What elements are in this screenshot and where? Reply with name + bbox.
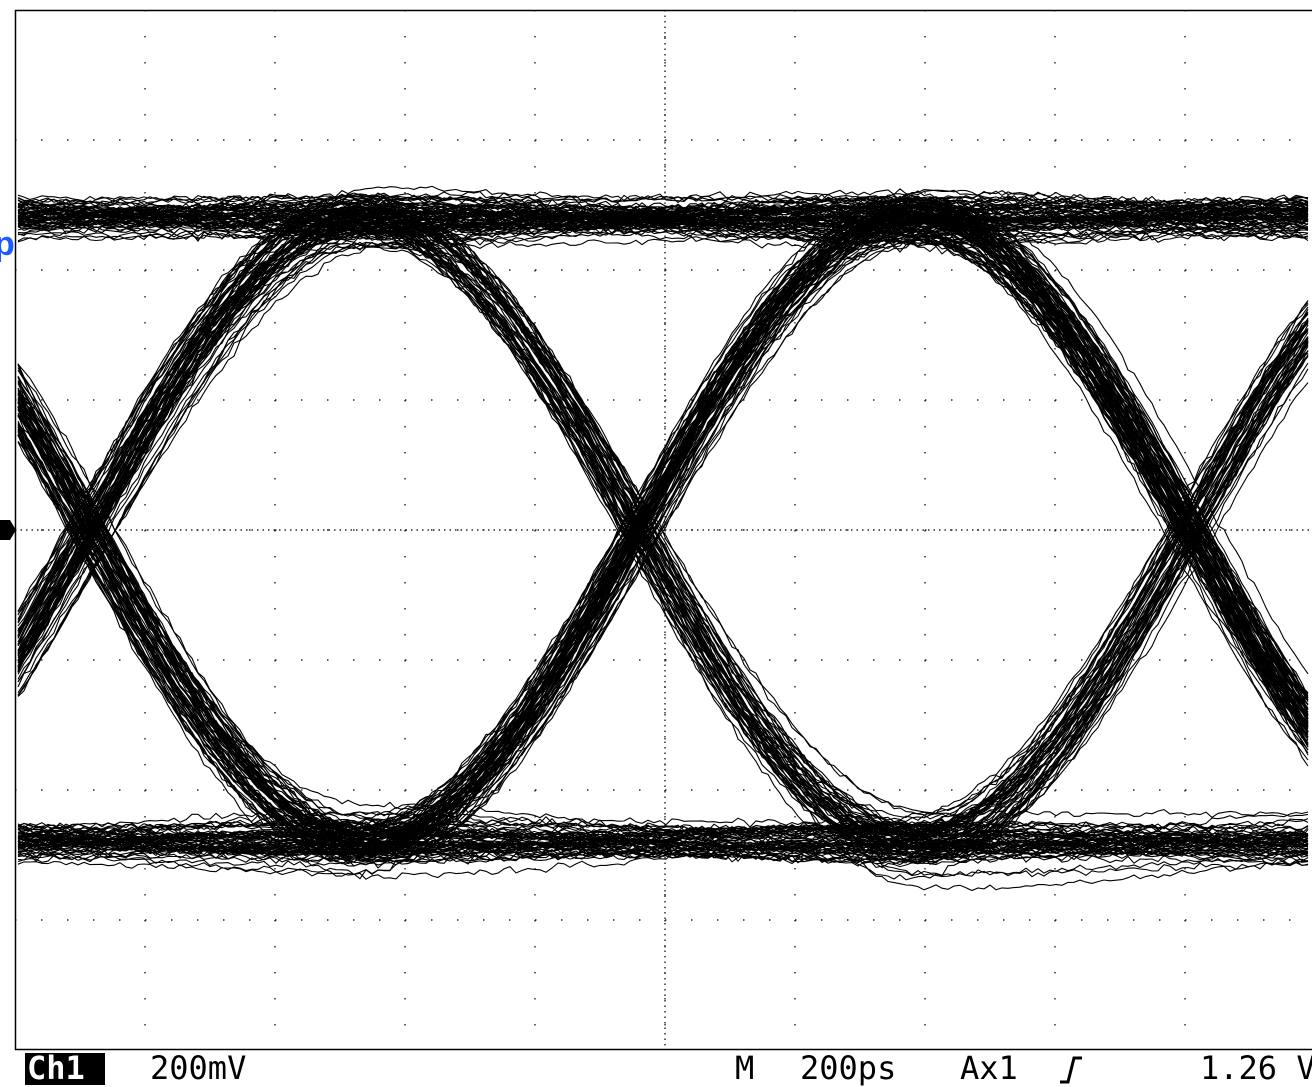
timebase-label: M [735, 1049, 754, 1087]
oscilloscope-screen: p Ch1 200mV M 200ps Ax1 1.26 V [0, 0, 1312, 1087]
trigger-slope-icon [1060, 1058, 1082, 1082]
channel-label: Ch1 [27, 1049, 85, 1087]
ground-marker [0, 520, 16, 540]
trigger-level: 1.26 V [1200, 1049, 1312, 1087]
volts-per-div: 200mV [150, 1049, 246, 1087]
time-per-div: 200ps [800, 1049, 896, 1087]
page: p Ch1 200mV M 200ps Ax1 1.26 V (() => { … [0, 0, 1312, 1087]
overlay-label: p [0, 225, 15, 263]
trigger-source: Ax1 [960, 1049, 1018, 1087]
